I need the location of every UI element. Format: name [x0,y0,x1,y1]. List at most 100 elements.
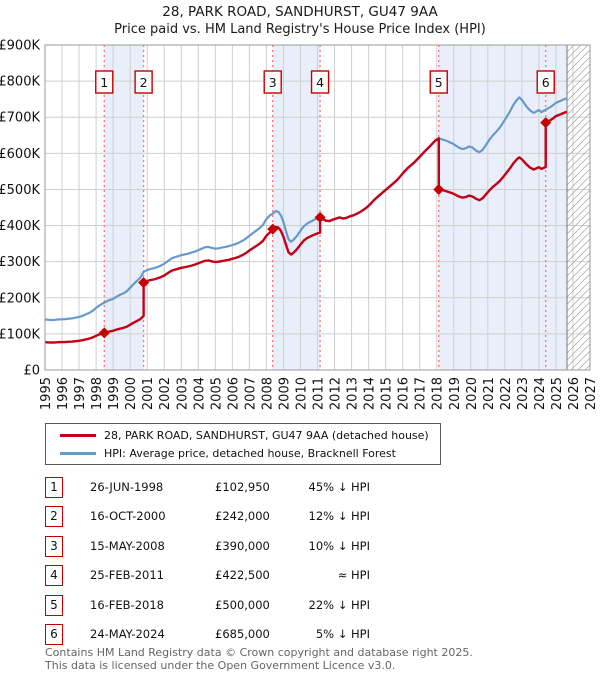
y-tick-£0: £0 [23,364,40,379]
x-tick-2027: 2027 [584,377,599,410]
sale-date: 26-JUN-1998 [90,480,164,494]
x-tick-1999: 1999 [107,377,122,410]
chart-legend: 28, PARK ROAD, SANDHURST, GU47 9AA (deta… [45,423,441,465]
sale-marker-3 [267,223,279,235]
x-tick-2000: 2000 [124,377,139,410]
x-tick-1998: 1998 [90,377,105,410]
sale-row-5: 5 16-FEB-2018 £500,000 22% ↓ HPI [0,594,600,617]
x-tick-2003: 2003 [175,377,190,410]
sale-flag-box-5 [429,70,448,94]
sale-date: 16-OCT-2000 [90,509,166,524]
y-tick-£100K: £100K [0,327,40,342]
copyright-footer: Contains HM Land Registry data © Crown c… [45,646,585,672]
y-axis-labels: £0 £100K £200K £300K £400K £500K £600K £700K £80… [0,39,40,379]
sale-marker-6 [540,117,552,129]
ownership-band-3 [438,45,568,370]
sale-marker-4 [314,211,326,223]
y-tick-£400K: £400K [0,219,40,234]
x-tick-2015: 2015 [380,377,395,410]
sale-flag-box-6 [536,70,555,94]
price-hpi-chart: £0 £100K £200K £300K £400K £500K £600K £700K £80… [0,39,599,411]
sale-row-1: 1 26-JUN-1998 £102,950 45% ↓ HPI [0,477,600,499]
future-hatch [566,44,591,371]
x-tick-2013: 2013 [346,377,361,410]
x-tick-2010: 2010 [294,377,309,410]
ownership-band-1 [104,45,144,370]
sale-flag-box-2 [134,70,153,94]
sale-row-2: 2 16-OCT-2000 £242,000 12% ↓ HPI [0,506,600,528]
sale-marker-5 [433,183,445,195]
x-tick-2020: 2020 [465,377,480,410]
sale-number: 3 [45,535,63,557]
x-tick-2005: 2005 [209,377,224,410]
y-tick-£300K: £300K [0,255,40,270]
x-axis-labels: 1995 1996 1997 1998 1999 2000 2001 2002 2003 2004… [39,377,599,410]
x-tick-2016: 2016 [397,377,412,410]
sale-number: 2 [45,506,63,528]
x-tick-2026: 2026 [567,377,582,410]
legend-label-property: 28, PARK ROAD, SANDHURST, GU47 9AA (deta… [104,428,429,442]
sale-date: 25-FEB-2011 [90,568,164,583]
sale-date: 15-MAY-2008 [90,538,165,553]
sale-row-4: 4 25-FEB-2011 £422,500 ≈ HPI [0,565,600,587]
sale-flag-number-2: 2 [140,75,148,90]
sale-note-vs-hpi: 10% ↓ HPI [308,538,370,553]
y-tick-£800K: £800K [0,75,40,90]
x-tick-2022: 2022 [499,377,514,410]
x-tick-2001: 2001 [141,377,156,410]
sale-note-vs-hpi: 22% ↓ HPI [308,597,370,612]
sale-note-vs-hpi: 45% ↓ HPI [308,480,370,494]
x-tick-2009: 2009 [277,377,292,410]
gridlines [44,44,591,371]
x-tick-2023: 2023 [516,377,531,410]
y-tick-£200K: £200K [0,291,40,306]
legend-label-hpi: HPI: Average price, detached house, Brac… [104,446,396,460]
x-tick-2007: 2007 [243,377,258,410]
sale-flag-number-4: 4 [316,75,324,90]
x-tick-1996: 1996 [56,377,71,410]
x-tick-2008: 2008 [260,377,275,410]
legend-item-property: 28, PARK ROAD, SANDHURST, GU47 9AA (deta… [46,428,440,443]
x-tick-2025: 2025 [550,377,565,410]
sale-price: £102,950 [215,480,270,494]
sale-date: 24-MAY-2024 [90,627,165,641]
x-tick-2018: 2018 [431,377,446,410]
sale-flag-box-1 [95,70,114,94]
sale-note-vs-hpi: 5% ↓ HPI [315,627,370,641]
sale-price: £685,000 [215,627,270,641]
sale-price: £390,000 [215,538,270,553]
footer-line-2: This data is licensed under the Open Gov… [45,658,396,672]
ownership-band-2 [272,45,321,370]
sale-date: 16-FEB-2018 [90,597,164,612]
sale-flag-box-4 [310,70,330,94]
hpi-line-swatch [60,451,96,455]
sale-price: £422,500 [215,568,270,583]
sale-flag-number-1: 1 [100,75,108,90]
x-tick-1995: 1995 [39,377,54,410]
page-subtitle: Price paid vs. HM Land Registry's House … [114,22,486,37]
sale-number: 1 [45,477,63,498]
y-tick-£900K: £900K [0,39,40,54]
sale-marker-1 [98,327,110,339]
sale-number: 6 [45,624,63,645]
x-tick-1997: 1997 [73,377,88,410]
sale-marker-2 [138,277,150,289]
x-tick-2021: 2021 [482,377,497,410]
sale-price: £242,000 [215,509,270,524]
plot-border [44,44,591,371]
sale-note-vs-hpi: 12% ↓ HPI [308,509,370,524]
sale-flag-number-5: 5 [435,75,443,90]
x-tick-2002: 2002 [158,377,173,410]
property-line-swatch [60,433,96,437]
price-paid-line [44,110,568,344]
sale-flag-number-6: 6 [542,75,550,90]
sale-number: 5 [45,594,63,616]
x-tick-2012: 2012 [329,377,344,410]
sale-note-vs-hpi: ≈ HPI [337,568,370,583]
y-tick-£500K: £500K [0,183,40,198]
x-tick-2014: 2014 [363,377,378,410]
y-tick-£700K: £700K [0,111,40,126]
hpi-line [44,96,568,322]
sale-number: 4 [45,565,63,587]
